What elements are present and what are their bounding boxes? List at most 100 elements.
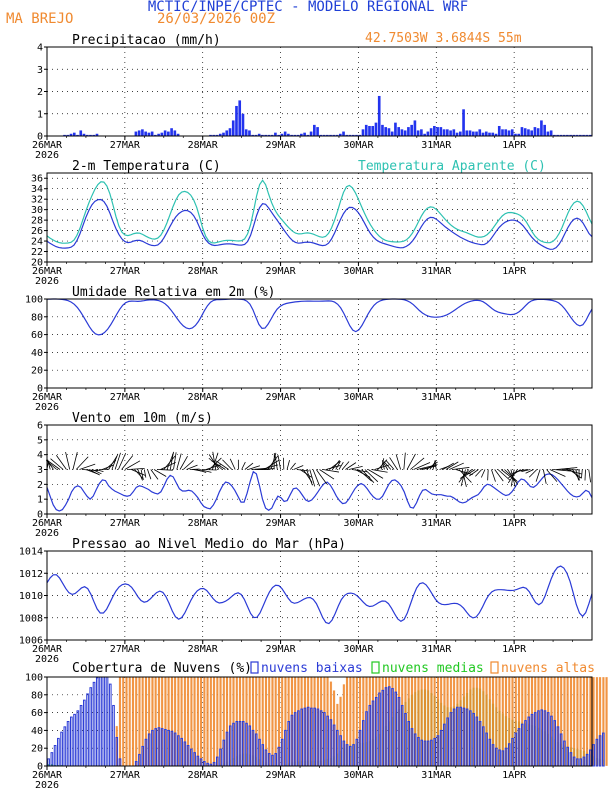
wind-arrow [108,456,118,470]
precip-bar [381,124,384,136]
temperature-ytick-label: 28 [31,216,43,227]
cloud-bar-high [196,676,200,767]
wind-title: Vento em 10m (m/s) [72,411,213,426]
cloud-bar-high [215,676,219,767]
wind-arrow [385,459,395,470]
humidity-frame [46,298,593,389]
clouds-ytick-label: 60 [31,708,43,719]
clouds-xtick-label: 1APR [502,770,527,781]
precip-bar [283,131,287,136]
precip-bar [510,129,514,136]
precip-ytick-label: 3 [37,65,43,76]
precip-bar [176,133,180,136]
cloud-bar-high [572,676,576,767]
clouds-xtick-label: 31MAR [421,770,452,781]
cloud-bar-low [99,676,102,767]
wind-arrow [452,467,470,470]
wind-arrow [584,469,586,481]
humidity-xtick-label: 26MAR [32,392,63,403]
precip-bar [507,130,511,136]
precip-bar [374,122,378,136]
wind-xtick-label: 31MAR [421,518,452,529]
pressure-xtick-label: 1APR [502,644,527,655]
pressure-year-label: 2026 [35,654,59,665]
precip-bar [484,131,488,136]
wind-arrow [449,462,464,470]
humidity-ytick-label: 100 [25,295,43,306]
temperature-xtick-label: 27MAR [110,266,141,277]
humidity-ytick-label: 60 [31,330,43,341]
cloud-bar-low [79,704,83,767]
legend-low-label: nuvens baixas [261,661,363,676]
precip-bar [468,130,472,136]
wind-arrow [406,453,416,470]
precip-bar [420,129,423,136]
cloud-bar-high [605,676,608,767]
clouds-xtick-label: 28MAR [188,770,219,781]
precip-bar [458,131,462,136]
humidity-xtick-label: 1APR [502,392,527,403]
precip-bar [147,132,151,136]
wind-arrow [434,460,437,470]
precip-bar [274,132,277,136]
precip-bar [163,130,167,136]
wind-arrow [79,463,96,470]
pressure-ytick-label: 1012 [19,569,43,580]
cloud-bar-high [138,676,141,767]
temperature-xtick-label: 31MAR [421,266,452,277]
wind-arrow [315,469,328,485]
cloud-bar-high [121,676,125,767]
wind-ytick-label: 3 [37,465,43,476]
wind-arrow [215,460,229,470]
precip-bar [530,130,534,136]
clouds-xtick-label: 27MAR [110,770,141,781]
wind-xtick-label: 29MAR [266,518,297,529]
precip-panel: 0 1 2 3 4 26MAR 27MAR 28MAR 29MAR 30MAR 31MAR 1APR 2… [32,43,593,161]
cloud-bar-low [108,683,112,767]
precip-bar [423,133,426,136]
precip-bar [167,131,170,136]
cloud-bar-high [267,676,271,767]
wind-arrow [309,469,316,487]
wind-xtick-label: 1APR [502,518,527,529]
wind-arrow [367,469,384,479]
precip-bar [280,133,284,136]
pressure-line-0 [46,565,593,625]
wind-arrow [463,469,476,477]
pressure-xtick-label: 28MAR [188,644,219,655]
precip-bar [585,134,589,136]
temperature-ytick-label: 20 [31,258,43,269]
cloud-bar-low [95,677,99,767]
temperature-line-0 [46,198,593,250]
cloud-bar-low [57,737,60,767]
clouds-year-label: 2026 [35,780,59,791]
precip-bar [248,130,251,136]
humidity-xtick-label: 31MAR [421,392,452,403]
pressure-xtick-label: 26MAR [32,644,63,655]
wind-arrow [361,469,375,483]
wind-arrow [442,462,454,470]
wind-arrow [111,453,119,470]
wind-arrow [535,469,541,482]
wind-arrow [128,467,145,470]
wind-arrow [497,469,511,481]
clouds-title: Cobertura de Nuvens (%) [72,661,252,676]
precip-bar [137,130,141,136]
precip-bar [494,133,498,136]
precip-bar [316,127,319,136]
precip-bar [89,134,92,136]
cloud-bar-low [70,716,73,767]
precip-bar [218,133,222,136]
wind-arrow [445,461,459,470]
wind-ytick-label: 4 [37,450,43,461]
temperature-ytick-label: 26 [31,226,43,237]
wind-arrow [147,469,152,480]
wind-arrow [189,468,200,470]
wind-arrow [328,461,341,470]
coords-label: 42.7503W 3.6844S 55m [365,31,522,46]
wind-arrow [504,469,518,482]
wind-arrow [121,455,134,470]
location-label: MA BREJO [6,11,73,27]
wind-arrow [553,469,571,472]
